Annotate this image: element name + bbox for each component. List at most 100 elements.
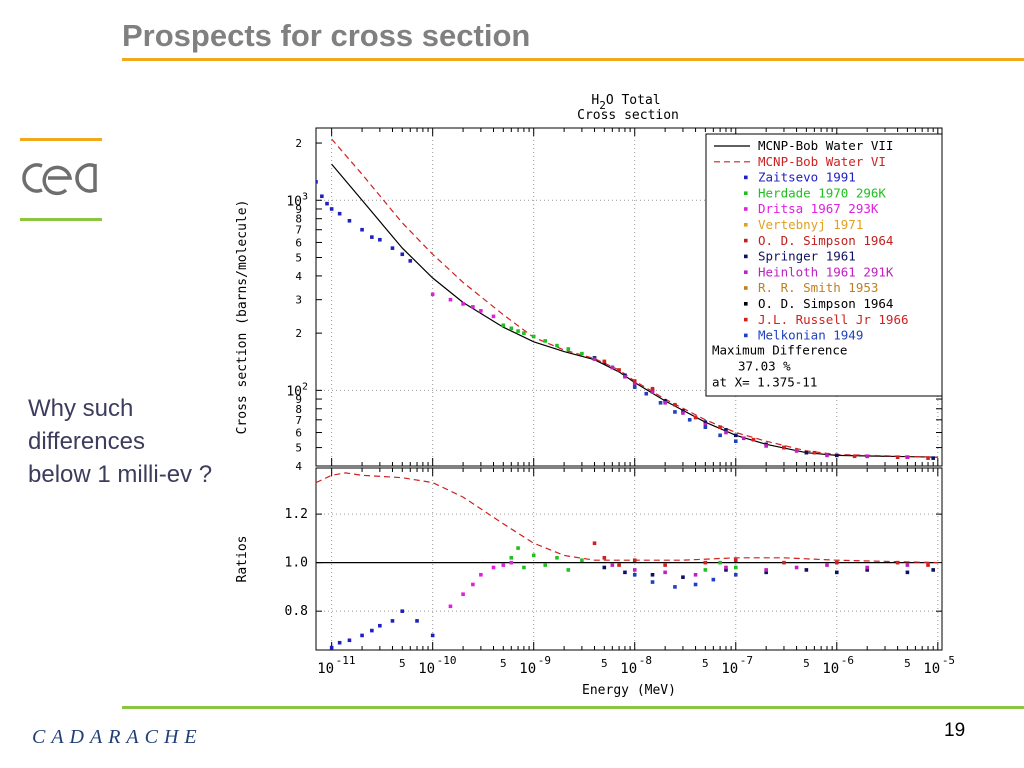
ratio-point xyxy=(724,565,728,570)
ratio-point xyxy=(650,580,655,584)
ratio-point xyxy=(733,572,738,577)
ratio-point xyxy=(602,555,607,560)
ratio-point xyxy=(834,570,839,575)
ratio-point xyxy=(632,572,637,577)
x-tick-label: 10 xyxy=(317,661,334,677)
ratio-point xyxy=(329,645,334,650)
cea-logo-mark xyxy=(22,163,97,196)
ratio-point xyxy=(804,568,809,572)
ratio-point xyxy=(865,565,870,570)
data-point xyxy=(895,455,900,459)
legend-label: O. D. Simpson 1964 xyxy=(758,233,893,248)
ratio-point xyxy=(491,565,496,570)
slide-title: Prospects for cross section xyxy=(122,18,531,53)
data-point xyxy=(644,391,649,396)
y-tick-label-exponent: 3 xyxy=(302,191,308,202)
ratio-point xyxy=(580,558,584,563)
legend-label: MCNP-Bob Water VI xyxy=(758,154,886,169)
ratio-point xyxy=(794,565,799,570)
data-point xyxy=(733,433,738,438)
x-tick-label-exponent: -11 xyxy=(336,654,356,667)
y-tick-label: 3 xyxy=(295,294,302,307)
x-tick-label: 10 xyxy=(418,661,435,677)
ratio-panel xyxy=(315,467,943,651)
page-number: 19 xyxy=(944,720,966,741)
ratio-tick-label: 1.0 xyxy=(285,556,308,571)
data-point xyxy=(531,334,536,339)
ratio-point xyxy=(509,555,514,560)
ratio-point xyxy=(623,570,627,575)
ratio-point xyxy=(555,555,559,560)
y-tick-label: 6 xyxy=(295,236,302,249)
x-axis-label: Energy (MeV) xyxy=(582,683,676,698)
y-tick-label: 4 xyxy=(295,270,302,283)
legend-marker xyxy=(744,207,748,211)
x-tick-label-exponent: -7 xyxy=(740,654,753,667)
data-point xyxy=(724,428,728,432)
data-point xyxy=(650,390,655,394)
data-point xyxy=(320,194,324,199)
ratio-point xyxy=(378,623,382,628)
x-tick-label: 5 xyxy=(803,657,810,670)
data-line xyxy=(331,163,938,458)
ratio-point xyxy=(522,565,526,570)
data-point xyxy=(741,436,746,441)
x-tick-label: 5 xyxy=(904,657,911,670)
ratio-point xyxy=(400,609,405,613)
logo-top-rule xyxy=(20,138,102,141)
data-line xyxy=(331,138,938,458)
data-point xyxy=(693,415,698,420)
data-point xyxy=(632,382,637,386)
data-point xyxy=(602,359,607,364)
ratio-tick-label: 1.2 xyxy=(285,507,308,522)
x-tick-label-exponent: -10 xyxy=(437,654,457,667)
y-tick-label: 10 xyxy=(286,384,302,399)
ratio-point xyxy=(531,553,536,558)
x-tick-label: 10 xyxy=(519,661,536,677)
ratio-point xyxy=(632,558,637,563)
ratio-point xyxy=(461,592,465,596)
data-point xyxy=(378,237,382,242)
data-point xyxy=(724,430,728,435)
ratio-point xyxy=(931,568,935,572)
y-tick-label-exponent: 2 xyxy=(302,381,308,392)
annotation-line: Maximum Difference xyxy=(712,342,847,357)
y-tick-label: 4 xyxy=(295,460,302,473)
ratio-point xyxy=(681,575,685,579)
data-point xyxy=(509,326,514,331)
title-part: O Total xyxy=(606,93,661,108)
data-point xyxy=(852,454,857,459)
data-point xyxy=(471,305,475,309)
data-point xyxy=(479,309,483,313)
ratio-point xyxy=(516,546,520,550)
legend-marker xyxy=(744,254,748,259)
data-point xyxy=(812,450,817,455)
ratio-point xyxy=(693,572,698,577)
legend-label: J.L. Russell Jr 1966 xyxy=(758,312,909,327)
data-point xyxy=(543,339,548,343)
ratio-point xyxy=(632,568,637,572)
data-point xyxy=(663,399,667,403)
y-tick-label: 2 xyxy=(295,327,302,340)
legend-marker xyxy=(744,317,748,322)
data-point xyxy=(623,374,627,379)
data-point xyxy=(430,292,435,297)
data-point xyxy=(681,409,685,413)
ratio-point xyxy=(905,570,910,575)
ratio-point xyxy=(566,568,571,572)
legend-marker xyxy=(744,286,748,290)
data-point xyxy=(687,418,692,422)
ratio-point xyxy=(337,640,342,645)
ratio-point xyxy=(592,541,597,546)
data-point xyxy=(566,347,571,351)
legend-label: R. R. Smith 1953 xyxy=(758,280,878,295)
ratio-point xyxy=(471,582,475,587)
data-point xyxy=(325,201,329,206)
ratio-point xyxy=(764,568,768,572)
data-point xyxy=(718,433,722,438)
legend-label: Zaitsevo 1991 xyxy=(758,170,856,185)
data-point xyxy=(804,450,809,455)
x-tick-label: 10 xyxy=(923,661,940,677)
